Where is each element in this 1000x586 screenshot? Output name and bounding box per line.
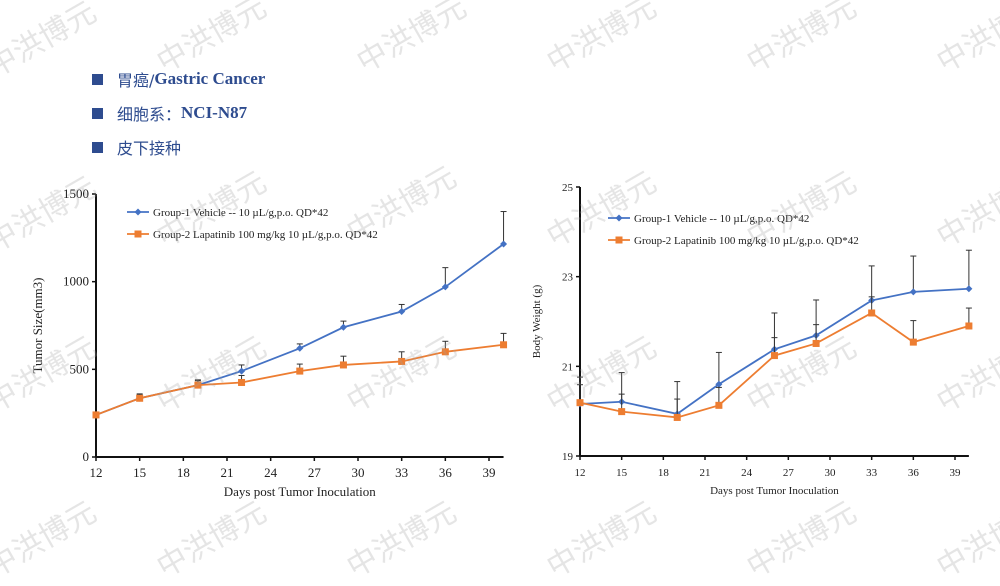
- bullet-text-zh: 细胞系：: [117, 105, 182, 124]
- data-point: [909, 338, 917, 346]
- data-point: [238, 367, 246, 375]
- x-axis-label: Days post Tumor Inoculation: [710, 485, 839, 497]
- x-tick-label: 27: [783, 467, 795, 479]
- bullet-implant: 皮下接种: [92, 130, 265, 164]
- x-axis-label: Days post Tumor Inoculation: [224, 484, 377, 499]
- charts-canvas: 12 15 18 21 24 27 30 33 36 39 0 500 1000 1500 Days pos…: [30, 182, 973, 499]
- data-point: [576, 399, 584, 407]
- legend-marker: [615, 214, 623, 222]
- x-tick-label: 24: [741, 467, 753, 479]
- bullet-text-zh: 皮下接种: [117, 139, 182, 158]
- bullet-text-en: Gastric Cancer: [154, 69, 266, 88]
- bullet-square-icon: [92, 141, 103, 153]
- data-point: [868, 309, 876, 317]
- bullet-cancer-type: 胃癌/Gastric Cancer: [92, 62, 265, 96]
- data-point: [398, 307, 406, 315]
- y-tick-label: 500: [70, 361, 90, 376]
- data-point: [194, 381, 202, 389]
- data-point: [500, 240, 508, 248]
- x-tick-label: 21: [221, 465, 234, 480]
- data-point: [92, 411, 100, 419]
- data-point: [296, 367, 304, 375]
- x-tick-label: 21: [700, 467, 711, 479]
- x-tick-label: 12: [90, 465, 103, 480]
- legend-label: Group-1 Vehicle -- 10 µL/g,p.o. QD*42: [153, 207, 328, 219]
- bullet-text-en: NCI-N87: [181, 103, 248, 122]
- y-axis-label: Tumor Size(mm3): [30, 278, 45, 374]
- data-point: [339, 323, 347, 331]
- bullet-text-zh: 胃癌/: [117, 71, 155, 90]
- legend-label: Group-1 Vehicle -- 10 µL/g,p.o. QD*42: [634, 213, 809, 225]
- bullet-square-icon: [92, 107, 103, 119]
- x-tick-label: 33: [866, 467, 878, 479]
- x-tick-label: 36: [439, 465, 453, 480]
- data-point: [812, 339, 820, 347]
- data-point: [965, 322, 973, 330]
- x-tick-label: 24: [264, 465, 278, 480]
- y-axis-label: Body Weight (g): [531, 284, 543, 358]
- legend-marker: [134, 208, 142, 216]
- y-tick-label: 1500: [63, 186, 89, 201]
- data-point: [965, 285, 973, 293]
- series-vehicle: [92, 211, 508, 419]
- y-tick-label: 19: [562, 451, 574, 463]
- data-point: [715, 380, 723, 388]
- data-point: [673, 413, 681, 421]
- bullet-square-icon: [92, 73, 103, 85]
- data-point: [296, 344, 304, 352]
- data-point: [618, 408, 626, 416]
- data-point: [770, 352, 778, 360]
- y-tick-label: 23: [562, 272, 574, 284]
- x-tick-label: 18: [177, 465, 190, 480]
- x-tick-label: 39: [483, 465, 496, 480]
- x-tick-label: 30: [825, 467, 837, 479]
- data-point: [500, 341, 508, 349]
- series-line: [95, 243, 505, 416]
- bullet-list: 胃癌/Gastric Cancer 细胞系： NCI-N87 皮下接种: [92, 62, 265, 164]
- legend-label: Group-2 Lapatinib 100 mg/kg 10 µL/g,p.o.…: [634, 235, 859, 247]
- data-point: [398, 357, 406, 365]
- data-point: [909, 288, 917, 296]
- x-tick-label: 36: [908, 467, 920, 479]
- data-point: [441, 283, 449, 291]
- x-tick-label: 39: [950, 467, 962, 479]
- legend-marker: [615, 236, 623, 244]
- chart-body-weight: 12 15 18 21 24 27 30 33 36 39 19 21 23 25 Days post Tu…: [531, 182, 973, 497]
- legend-label: Group-2 Lapatinib 100 mg/kg 10 µL/g,p.o.…: [153, 229, 378, 241]
- bullet-cell-line: 细胞系： NCI-N87: [92, 96, 265, 130]
- series-lapatinib: [576, 296, 973, 421]
- legend-marker: [134, 230, 142, 238]
- data-point: [339, 361, 347, 369]
- chart-tumor-size: 12 15 18 21 24 27 30 33 36 39 0 500 1000 1500 Days pos…: [30, 186, 508, 499]
- y-tick-label: 1000: [63, 274, 89, 289]
- x-tick-label: 18: [658, 467, 670, 479]
- series-lapatinib: [92, 332, 508, 419]
- x-tick-label: 15: [616, 467, 628, 479]
- series-line: [95, 343, 504, 416]
- data-point: [136, 394, 144, 402]
- y-tick-label: 21: [562, 361, 573, 373]
- data-point: [238, 378, 246, 386]
- y-tick-label: 25: [562, 182, 574, 194]
- x-tick-label: 33: [395, 465, 408, 480]
- x-tick-label: 12: [575, 467, 586, 479]
- data-point: [715, 401, 723, 409]
- x-tick-label: 30: [352, 465, 365, 480]
- data-point: [441, 348, 449, 356]
- x-tick-label: 27: [308, 465, 322, 480]
- x-tick-label: 15: [133, 465, 146, 480]
- y-tick-label: 0: [83, 449, 90, 464]
